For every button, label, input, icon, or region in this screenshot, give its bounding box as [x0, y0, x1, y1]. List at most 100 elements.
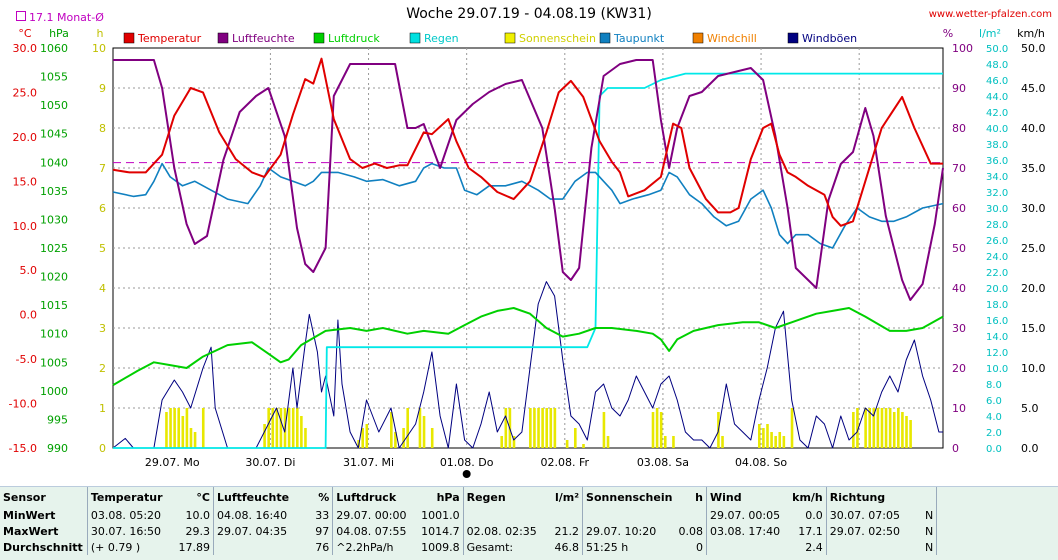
stats-cell: (+ 0.79 )	[86, 539, 176, 555]
temp-tick-label: 15.0	[13, 175, 38, 188]
sunshine-bar	[394, 432, 397, 448]
rain-tick-label: 0.0	[986, 444, 1002, 455]
rain-tick-label: 10.0	[986, 364, 1008, 375]
legend-label: Luftfeuchte	[232, 32, 295, 45]
legend-swatch	[599, 32, 611, 44]
stats-cell: 30.07. 07:05	[825, 507, 912, 523]
x-tick-label: 04.08. So	[735, 456, 787, 469]
sunshine-bar	[888, 408, 892, 448]
sunshine-bar	[876, 408, 880, 448]
stats-cell: 29.3	[185, 524, 211, 538]
pressure-tick-label: 1005	[40, 356, 68, 369]
sunshine-bar	[774, 436, 777, 448]
rain-tick-label: 44.0	[986, 92, 1008, 103]
temp-tick-label: -10.0	[9, 398, 37, 411]
stats-cell: 29.07. 02:50	[825, 523, 912, 539]
temp-tick-label: -15.0	[9, 442, 37, 455]
stats-cell: 1014.7	[421, 524, 460, 538]
sunshine-bar	[606, 436, 610, 448]
sunshine-bar	[884, 408, 888, 448]
stats-head-dir: Richtung	[825, 487, 912, 507]
pressure-tick-label: 1000	[40, 385, 68, 398]
wind-tick-label: 45.0	[1021, 82, 1046, 95]
stats-row: Durchschnitt (+ 0.79 ) 17.89 76 ^2.2hPa/h 100…	[0, 539, 1058, 555]
sunshine-bar	[267, 408, 270, 448]
stats-cell: 33	[315, 508, 330, 522]
sunshine-bar	[537, 408, 540, 448]
humidity-unit-label: %	[943, 27, 953, 40]
stats-cell: N	[925, 540, 934, 554]
sunshine-bar	[856, 408, 859, 448]
moon-icon	[462, 470, 471, 478]
taupunkt-line	[112, 162, 944, 249]
sunshine-bar	[565, 440, 569, 448]
x-tick-label: 29.07. Mo	[145, 456, 200, 469]
wind-tick-label: 35.0	[1021, 162, 1046, 175]
stats-head-press-unit: hPa	[436, 490, 460, 504]
rain-tick-label: 34.0	[986, 172, 1008, 183]
sunshine-bar	[504, 408, 508, 448]
sunshine-bar	[365, 424, 369, 448]
rain-tick-label: 18.0	[986, 300, 1008, 311]
rain-tick-label: 50.0	[986, 44, 1008, 55]
stats-row-label: Durchschnitt	[3, 540, 83, 554]
stats-head-rain: Regen	[462, 487, 549, 507]
sunshine-bar	[275, 408, 279, 448]
stats-cell	[705, 539, 790, 555]
stats-cell: 0.0	[805, 508, 823, 522]
windboeen-line	[112, 281, 943, 449]
sunshine-bar	[655, 408, 659, 448]
sunshine-bar	[193, 432, 197, 448]
temp-unit-label: °C	[18, 27, 32, 40]
sunshine-bar	[864, 408, 867, 448]
sun-tick-label: 10	[92, 42, 106, 55]
pressure-tick-label: 995	[47, 413, 68, 426]
sunshine-bar	[672, 436, 675, 448]
stats-cell: 0.08	[678, 524, 703, 538]
stats-cell: 29.07. 04:35	[213, 523, 304, 539]
stats-cell: 10.0	[185, 508, 211, 522]
sunshine-bar	[909, 420, 912, 448]
temperatur-line	[112, 57, 943, 227]
x-tick-label: 01.08. Do	[440, 456, 494, 469]
pressure-tick-label: 1035	[40, 185, 68, 198]
stats-cell	[548, 507, 582, 523]
stats-cell	[582, 507, 676, 523]
pressure-unit-label: hPa	[49, 27, 69, 40]
sunshine-bar	[279, 408, 283, 448]
rain-tick-label: 38.0	[986, 140, 1008, 151]
legend-swatch	[787, 32, 799, 44]
stats-cell: 2.4	[805, 540, 823, 554]
sunshine-bar	[185, 408, 189, 448]
sunshine-bar	[892, 412, 896, 448]
sun-tick-label: 4	[99, 282, 106, 295]
sunshine-bar	[361, 428, 365, 448]
sunshine-bar	[553, 408, 557, 448]
sun-tick-label: 1	[99, 402, 106, 415]
sunshine-bar	[177, 408, 181, 448]
humidity-tick-label: 0	[952, 442, 959, 455]
legend-swatch	[217, 32, 229, 44]
legend-label: Regen	[424, 32, 459, 45]
sunshine-bar	[165, 412, 168, 448]
x-tick-label: 31.07. Mi	[343, 456, 394, 469]
stats-head-press: Luftdruck	[332, 487, 419, 507]
stats-cell: 21.2	[554, 524, 580, 538]
rain-tick-label: 16.0	[986, 316, 1008, 327]
stats-head-sun: Sonnenschein	[582, 487, 676, 507]
sun-tick-label: 8	[99, 122, 106, 135]
sunshine-bar	[406, 408, 409, 448]
sun-tick-label: 2	[99, 362, 106, 375]
temp-tick-label: 0.0	[20, 309, 38, 322]
site-link[interactable]: www.wetter-pfalzen.com	[928, 9, 1052, 20]
pressure-tick-label: 1030	[40, 213, 68, 226]
rain-tick-label: 20.0	[986, 284, 1008, 295]
weather-chart: 29.07. Mo 30.07. Di 31.07. Mi 01.08. Do 02.0…	[9, 27, 1046, 478]
stats-cell: 1001.0	[421, 508, 460, 522]
sunshine-bar	[659, 412, 663, 448]
legend-label: Windchill	[707, 32, 757, 45]
sunshine-bar	[304, 428, 307, 448]
wind-tick-label: 5.0	[1021, 402, 1039, 415]
sunshine-bar	[529, 408, 532, 448]
sunshine-bar	[295, 408, 299, 448]
